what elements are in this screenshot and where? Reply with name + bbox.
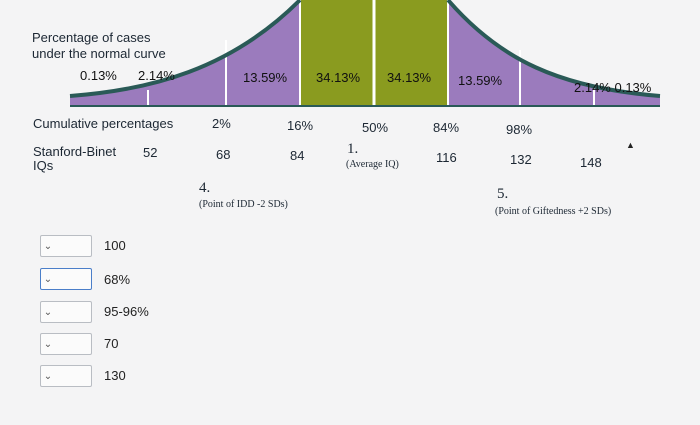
curve-heading: Percentage of cases under the normal cur…: [32, 30, 166, 62]
blank-4-number: 4.: [199, 180, 211, 196]
curve-line: [69, 0, 661, 98]
cumulative-value: 16%: [287, 118, 314, 133]
chevron-down-icon: ⌄: [43, 370, 53, 382]
answer-option-label: 68%: [104, 272, 131, 287]
cumulative-label: Cumulative percentages: [33, 116, 174, 131]
chevron-down-icon: ⌄: [43, 240, 53, 252]
iq-value: 68: [216, 147, 231, 162]
tail-percent-left-b: 2.14%: [138, 68, 175, 83]
answer-option-label: 95-96%: [104, 304, 149, 319]
blank-5-number: 5.: [497, 186, 509, 202]
answer-dropdown-3[interactable]: ⌄: [40, 301, 92, 323]
blank-1-caption: (Average IQ): [346, 159, 399, 170]
cursor-icon: ▲: [626, 140, 635, 150]
segment-label-1: 13.59%: [243, 70, 288, 85]
answer-dropdown-5[interactable]: ⌄: [40, 365, 92, 387]
cumulative-value: 84%: [433, 120, 460, 135]
iq-label-line-1: Stanford-Binet: [33, 144, 117, 159]
chevron-down-icon: ⌄: [43, 338, 53, 350]
iq-label-line-2: IQs: [33, 158, 54, 173]
segment-label-4: 13.59%: [458, 73, 503, 88]
segment-label-3: 34.13%: [387, 70, 432, 85]
blank-1-number: 1.: [347, 141, 359, 157]
normal-curve-graphic: [69, 0, 661, 107]
iq-label: Stanford-Binet IQs: [33, 145, 116, 173]
cumulative-value: 98%: [506, 122, 533, 137]
answer-option-label: 130: [104, 368, 126, 383]
iq-value: 84: [290, 148, 305, 163]
iq-value: 132: [510, 152, 532, 167]
cumulative-value: 50%: [362, 120, 389, 135]
chevron-down-icon: ⌄: [43, 273, 53, 285]
cumulative-value: 2%: [212, 116, 231, 131]
answer-dropdown-2[interactable]: ⌄: [40, 268, 92, 290]
tail-percent-left-a: 0.13%: [80, 68, 117, 83]
heading-line-2: under the normal curve: [32, 46, 166, 61]
answer-dropdown-1[interactable]: ⌄: [40, 235, 92, 257]
curve-region-left: [70, 0, 300, 106]
tail-percent-right: 2.14% 0.13%: [574, 80, 652, 95]
segment-label-2: 34.13%: [316, 70, 361, 85]
heading-line-1: Percentage of cases: [32, 30, 151, 45]
blank-5-caption: (Point of Giftedness +2 SDs): [495, 206, 612, 217]
answer-option-label: 70: [104, 336, 119, 351]
curve-region-right: [448, 0, 660, 106]
iq-value: 116: [436, 150, 457, 165]
iq-value: 52: [143, 145, 158, 160]
chevron-down-icon: ⌄: [43, 306, 53, 318]
iq-value: 148: [580, 155, 602, 170]
answer-option-label: 100: [104, 238, 126, 253]
answer-dropdown-4[interactable]: ⌄: [40, 333, 92, 355]
blank-4-caption: (Point of IDD -2 SDs): [199, 199, 288, 210]
